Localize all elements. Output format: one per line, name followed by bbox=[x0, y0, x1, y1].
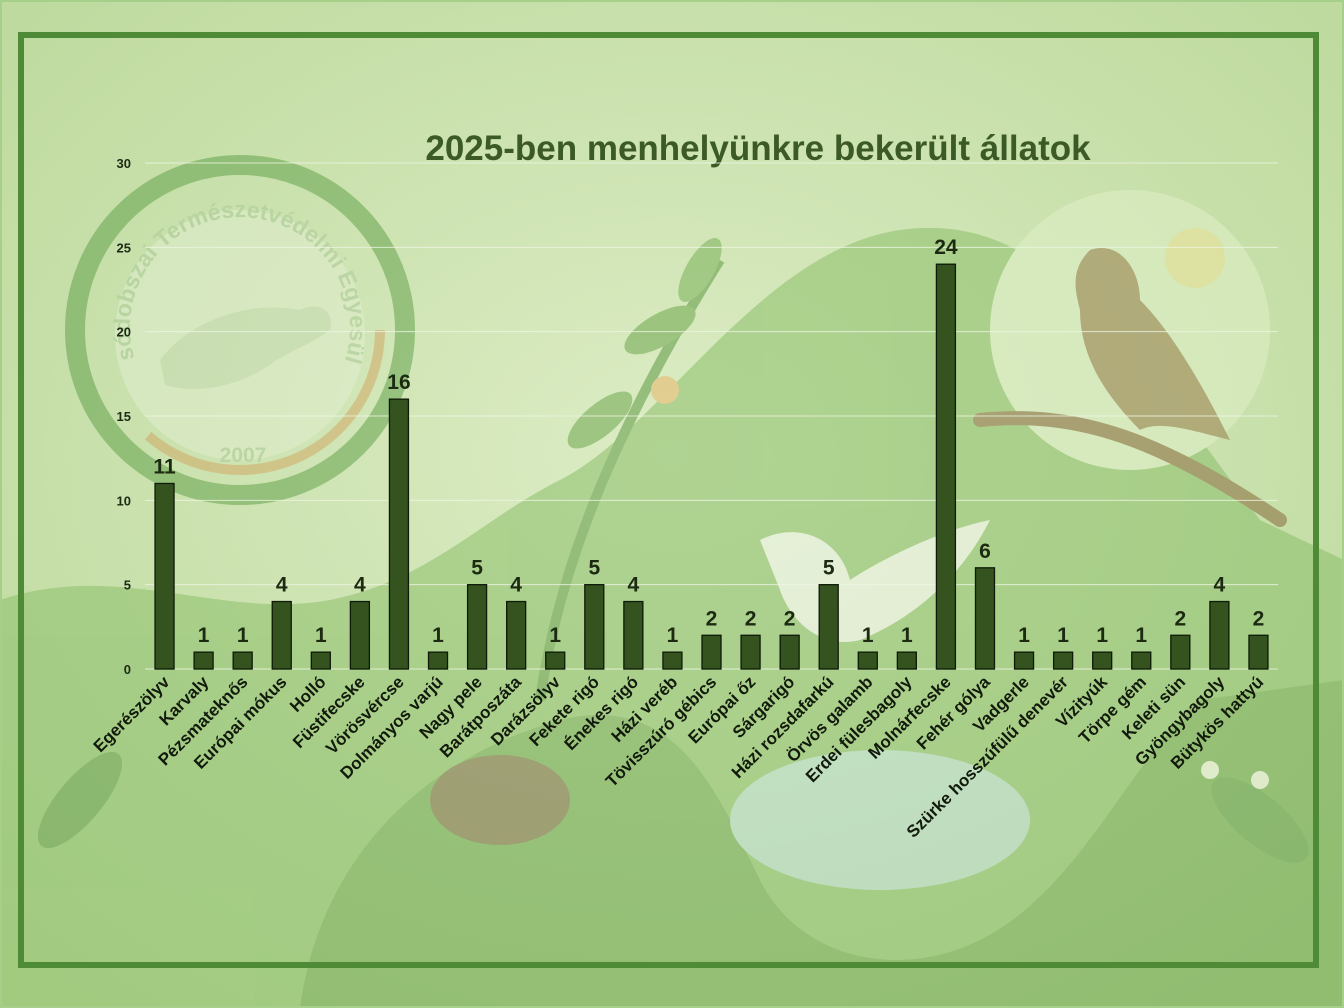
background-hawk-icon bbox=[1075, 248, 1230, 440]
background-sun-icon bbox=[1165, 228, 1225, 288]
data-label: 1 bbox=[237, 624, 249, 647]
background-stork-icon bbox=[760, 520, 990, 642]
data-label: 1 bbox=[315, 624, 327, 647]
data-label: 4 bbox=[1214, 574, 1226, 597]
y-tick-label: 5 bbox=[124, 578, 131, 593]
background-leaf-shape bbox=[624, 305, 696, 355]
data-label: 4 bbox=[354, 574, 366, 597]
bar bbox=[818, 584, 839, 670]
bar bbox=[466, 584, 488, 670]
data-label: 5 bbox=[471, 557, 483, 580]
data-label: 2 bbox=[784, 607, 796, 630]
chart-title: 2025-ben menhelyünkre bekerült állatok bbox=[425, 129, 1091, 168]
data-label: 1 bbox=[432, 624, 444, 647]
chart-frame bbox=[18, 32, 1319, 968]
data-label: 1 bbox=[198, 624, 210, 647]
gridlines bbox=[145, 162, 1278, 586]
data-label: 4 bbox=[276, 574, 288, 597]
data-label: 2 bbox=[745, 607, 757, 630]
bar bbox=[740, 634, 761, 670]
bar bbox=[1209, 600, 1230, 670]
background-pond-shape bbox=[730, 750, 1030, 890]
background-leaf-shape bbox=[567, 391, 633, 449]
background-illustration bbox=[0, 190, 1344, 1008]
bar bbox=[1092, 651, 1113, 670]
bar bbox=[623, 600, 644, 670]
bar bbox=[1052, 651, 1074, 670]
bar bbox=[427, 651, 449, 670]
y-tick-label: 10 bbox=[117, 493, 131, 508]
bar bbox=[154, 482, 175, 670]
data-label: 4 bbox=[510, 574, 522, 597]
data-label: 11 bbox=[153, 455, 176, 478]
bar bbox=[779, 634, 800, 670]
y-tick-label: 0 bbox=[124, 662, 131, 677]
background-branch-shape bbox=[973, 411, 1287, 527]
bar bbox=[1170, 634, 1191, 670]
bar bbox=[193, 651, 214, 670]
bar bbox=[1013, 651, 1035, 670]
background-hedgehog-icon bbox=[430, 755, 570, 845]
background-leaf-shape bbox=[37, 751, 123, 849]
data-label: 5 bbox=[588, 557, 600, 580]
bar bbox=[545, 651, 566, 670]
data-label: 24 bbox=[934, 236, 958, 259]
bar bbox=[349, 600, 371, 670]
y-tick-label: 30 bbox=[117, 156, 131, 171]
background-flower-icon bbox=[1251, 771, 1269, 789]
y-tick-label: 20 bbox=[117, 325, 131, 340]
bar bbox=[1248, 634, 1269, 670]
bar bbox=[935, 263, 957, 670]
data-label: 1 bbox=[1057, 624, 1069, 647]
y-tick-label: 25 bbox=[117, 240, 131, 255]
bar bbox=[271, 600, 292, 670]
background-flower-icon bbox=[651, 376, 679, 404]
background-swirl-shape bbox=[300, 680, 1344, 1008]
data-label: 4 bbox=[628, 574, 640, 597]
logo-outer-ring bbox=[65, 155, 415, 505]
logo-inner-ring bbox=[95, 185, 385, 475]
background-leaf-shape bbox=[678, 238, 722, 302]
data-label: 1 bbox=[667, 624, 679, 647]
logo-otter-icon bbox=[160, 306, 331, 389]
data-label: 1 bbox=[901, 624, 913, 647]
data-label: 1 bbox=[1135, 624, 1147, 647]
bar bbox=[701, 634, 722, 670]
bar bbox=[662, 651, 683, 670]
y-tick-label: 15 bbox=[117, 409, 131, 424]
background-leaf-shape bbox=[1211, 777, 1309, 863]
data-label: 16 bbox=[387, 371, 410, 394]
data-label: 1 bbox=[549, 624, 561, 647]
background-flower-icon bbox=[1201, 761, 1219, 779]
logo-year: 2007 bbox=[220, 444, 267, 467]
bar bbox=[857, 651, 878, 670]
data-label: 1 bbox=[1018, 624, 1030, 647]
data-label: 2 bbox=[1253, 607, 1265, 630]
data-label: 2 bbox=[1174, 607, 1186, 630]
bar bbox=[584, 584, 605, 670]
bars bbox=[154, 263, 1269, 670]
bar bbox=[232, 651, 253, 670]
bar bbox=[506, 600, 527, 670]
data-label: 1 bbox=[1096, 624, 1108, 647]
data-label: 6 bbox=[979, 540, 991, 563]
data-label: 5 bbox=[823, 557, 835, 580]
data-label: 2 bbox=[706, 607, 718, 630]
bar bbox=[310, 651, 331, 670]
bar bbox=[896, 651, 917, 670]
data-label: 1 bbox=[862, 624, 874, 647]
bar bbox=[974, 567, 996, 670]
bar bbox=[388, 398, 410, 670]
bar bbox=[1131, 651, 1152, 670]
